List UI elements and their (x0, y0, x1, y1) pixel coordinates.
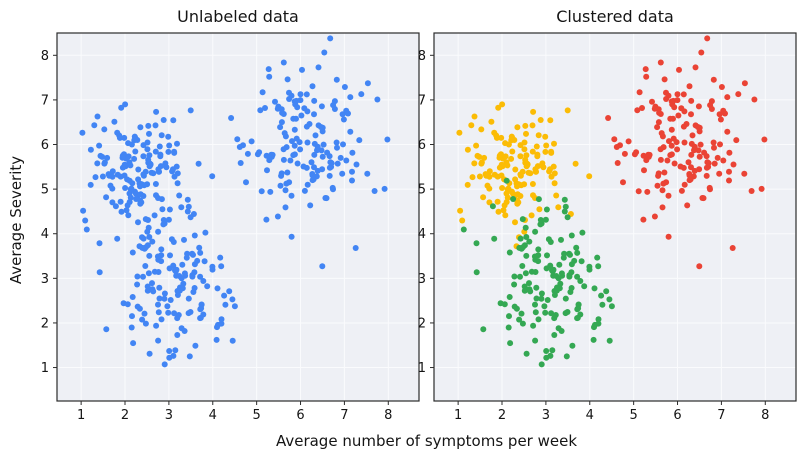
x-axis-label: Average number of symptoms per week (275, 432, 578, 450)
data-points (79, 35, 391, 368)
y-tick-label: 7 (418, 93, 426, 108)
x-tick-label: 1 (454, 408, 462, 423)
y-tick-label: 3 (41, 272, 49, 287)
x-tick-label: 3 (542, 408, 550, 423)
scatter-plot-unlabeled: 1 2 3 4 5 6 7 8 1 2 3 4 5 6 7 8 (41, 32, 420, 423)
plot-background (57, 33, 419, 401)
x-tick-label: 1 (77, 408, 85, 423)
plot-border (56, 32, 420, 402)
x-tick-label: 2 (498, 408, 506, 423)
y-tick-label: 5 (418, 183, 426, 198)
y-tick-label: 6 (418, 138, 426, 153)
y-tick-label: 4 (41, 227, 49, 242)
x-tick-label: 3 (165, 408, 173, 423)
y-tick-label: 5 (41, 183, 49, 198)
y-tick-label: 6 (41, 138, 49, 153)
x-tick-label: 6 (296, 408, 304, 423)
x-tick-label: 8 (761, 408, 769, 423)
y-tick-label: 1 (418, 361, 426, 376)
x-tick-label: 4 (209, 408, 217, 423)
x-tick-label: 4 (586, 408, 594, 423)
scatter-plot-clustered: 1 2 3 4 5 6 7 8 1 2 3 4 5 6 7 8 (418, 32, 797, 423)
plot-border (433, 32, 797, 402)
x-axis-ticks: 1 2 3 4 5 6 7 8 (454, 401, 769, 423)
y-axis-ticks: 1 2 3 4 5 6 7 8 (41, 49, 57, 376)
y-tick-label: 8 (418, 49, 426, 64)
y-tick-label: 7 (41, 93, 49, 108)
x-tick-label: 5 (253, 408, 261, 423)
x-tick-label: 2 (121, 408, 129, 423)
y-axis-ticks: 1 2 3 4 5 6 7 8 (418, 49, 434, 376)
x-tick-label: 6 (673, 408, 681, 423)
y-tick-label: 2 (41, 316, 49, 331)
chart-title-unlabeled: Unlabeled data (177, 7, 299, 26)
x-tick-label: 8 (384, 408, 392, 423)
chart-title-clustered: Clustered data (556, 7, 674, 26)
x-tick-label: 7 (340, 408, 348, 423)
grid-lines (434, 33, 796, 401)
y-tick-label: 4 (418, 227, 426, 242)
data-points (456, 35, 768, 368)
y-tick-label: 1 (41, 361, 49, 376)
x-tick-label: 7 (717, 408, 725, 423)
y-tick-label: 8 (41, 49, 49, 64)
x-axis-ticks: 1 2 3 4 5 6 7 8 (77, 401, 392, 423)
y-tick-label: 2 (418, 316, 426, 331)
y-tick-label: 3 (418, 272, 426, 287)
x-tick-label: 5 (630, 408, 638, 423)
plot-background (434, 33, 796, 401)
